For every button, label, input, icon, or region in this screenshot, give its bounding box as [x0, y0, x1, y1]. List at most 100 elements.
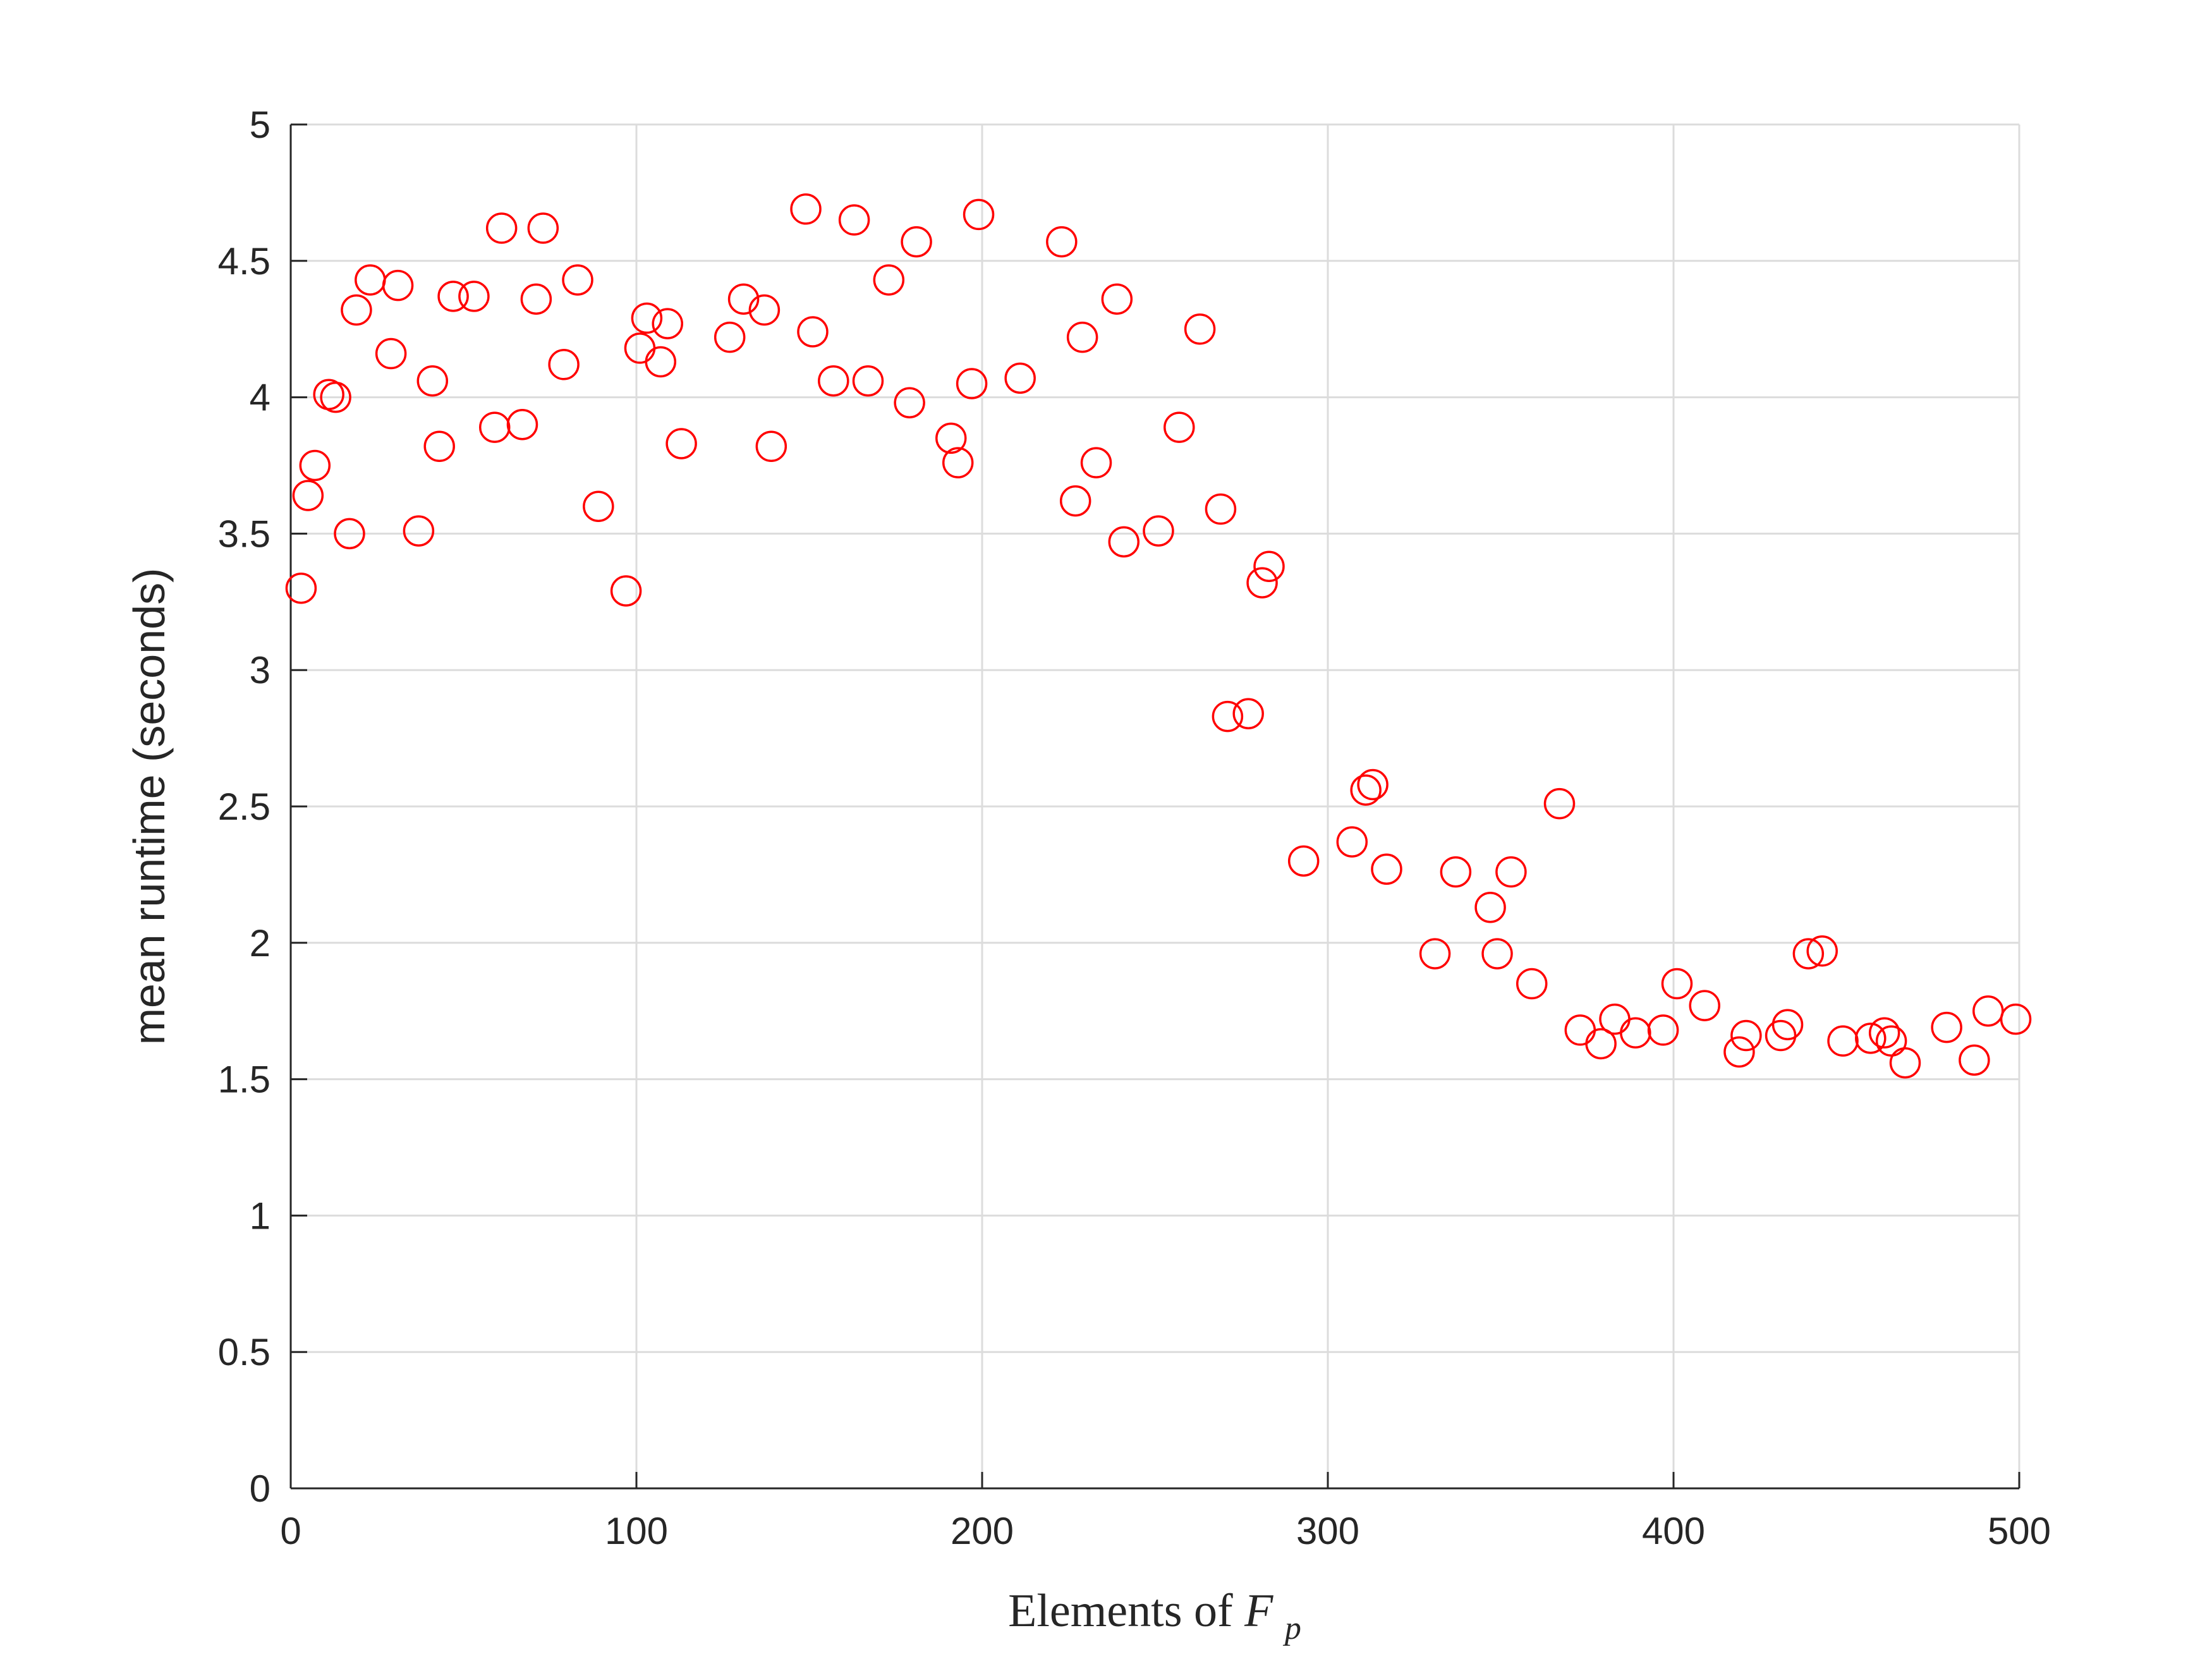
data-point: [285, 572, 317, 604]
data-point: [1543, 787, 1576, 820]
data-point: [1855, 1023, 1887, 1054]
data-point: [485, 212, 518, 244]
data-point: [1004, 362, 1036, 394]
data-point: [1585, 1028, 1617, 1060]
data-point: [1723, 1036, 1755, 1068]
data-point: [1806, 935, 1838, 967]
data-point: [1661, 968, 1693, 1000]
data-point: [1868, 1017, 1900, 1048]
y-axis-label: mean runtime (seconds): [125, 568, 174, 1045]
data-point: [334, 518, 365, 550]
data-point: [610, 575, 642, 607]
y-tick-label: 0.5: [218, 1331, 270, 1373]
data-point: [1205, 493, 1237, 525]
data-point: [1143, 515, 1174, 547]
x-tick-label: 400: [1642, 1510, 1705, 1552]
data-point: [1059, 485, 1091, 517]
data-point: [1246, 567, 1278, 599]
data-point: [1101, 283, 1133, 315]
data-point: [2000, 1003, 2032, 1035]
data-point: [458, 281, 490, 312]
data-point: [416, 365, 449, 397]
data-point: [818, 365, 849, 397]
data-point: [520, 283, 552, 315]
data-point: [1184, 313, 1216, 345]
y-tick-label: 2.5: [218, 786, 270, 828]
x-axis-label-prefix: Elements of: [1008, 1585, 1244, 1637]
data-point: [548, 349, 580, 380]
data-point: [1827, 1025, 1859, 1057]
data-point: [437, 281, 469, 312]
x-tick-label: 0: [280, 1510, 301, 1552]
data-point: [1080, 447, 1112, 478]
data-point: [1164, 411, 1195, 443]
y-tick-label: 1: [250, 1194, 270, 1237]
tick-labels: 0 100 200 300 400 500 0 0.5 1 1.5 2 2.5 3 3.5 4 4.5 5: [218, 104, 2051, 1552]
y-tick-label: 3: [250, 649, 270, 691]
data-point: [631, 302, 663, 334]
data-point: [727, 283, 760, 315]
x-axis-label: Elements of F p: [1008, 1585, 1301, 1646]
data-point: [1371, 853, 1402, 885]
data-point: [341, 294, 372, 326]
data-point: [527, 212, 559, 244]
data-point: [1730, 1019, 1762, 1052]
data-point: [1647, 1014, 1679, 1046]
data-point: [1959, 1044, 1990, 1076]
data-point: [1212, 700, 1244, 732]
x-axis-label-variable: F: [1244, 1585, 1273, 1637]
data-point: [665, 428, 697, 459]
data-point: [1336, 826, 1368, 858]
data-point: [583, 490, 614, 522]
data-point: [1350, 774, 1382, 806]
y-tick-label: 2: [250, 922, 270, 964]
data-point: [299, 449, 331, 482]
data-point: [478, 411, 511, 443]
data-point: [1474, 891, 1506, 923]
data-point: [1689, 990, 1720, 1021]
data-point: [506, 409, 538, 441]
data-point: [375, 337, 407, 370]
y-tick-label: 4: [250, 377, 270, 419]
data-point: [1889, 1047, 1921, 1079]
data-point: [1253, 550, 1285, 582]
data-point: [562, 264, 593, 296]
data-point: [963, 198, 995, 231]
data-points: [285, 193, 2032, 1079]
data-point: [894, 387, 925, 418]
data-point: [1357, 769, 1389, 801]
x-tick-label: 200: [951, 1510, 1014, 1552]
axes: [289, 123, 2021, 1490]
data-point: [1792, 938, 1825, 969]
data-point: [1931, 1011, 1962, 1043]
data-point: [714, 321, 746, 353]
data-point: [1516, 968, 1548, 1000]
data-point: [1620, 1017, 1651, 1048]
data-point: [1287, 845, 1320, 877]
data-point: [956, 368, 988, 399]
x-tick-label: 500: [1988, 1510, 2051, 1552]
data-point: [1046, 226, 1078, 258]
data-point: [1419, 938, 1451, 969]
data-point: [645, 346, 677, 378]
y-tick-label: 4.5: [218, 240, 270, 283]
data-point: [1765, 1019, 1797, 1052]
data-point: [382, 269, 414, 301]
y-tick-label: 3.5: [218, 513, 270, 555]
data-point: [403, 515, 435, 547]
y-tick-label: 0: [250, 1468, 270, 1510]
data-point: [852, 365, 884, 397]
data-point: [797, 316, 829, 348]
data-point: [901, 226, 932, 258]
data-point: [935, 422, 967, 454]
y-tick-label: 5: [250, 104, 270, 146]
data-point: [1232, 698, 1264, 730]
data-point: [1440, 856, 1472, 888]
data-point: [1481, 938, 1513, 969]
data-point: [748, 294, 781, 326]
data-point: [1108, 526, 1140, 558]
data-point: [652, 308, 683, 339]
data-point: [790, 193, 822, 225]
